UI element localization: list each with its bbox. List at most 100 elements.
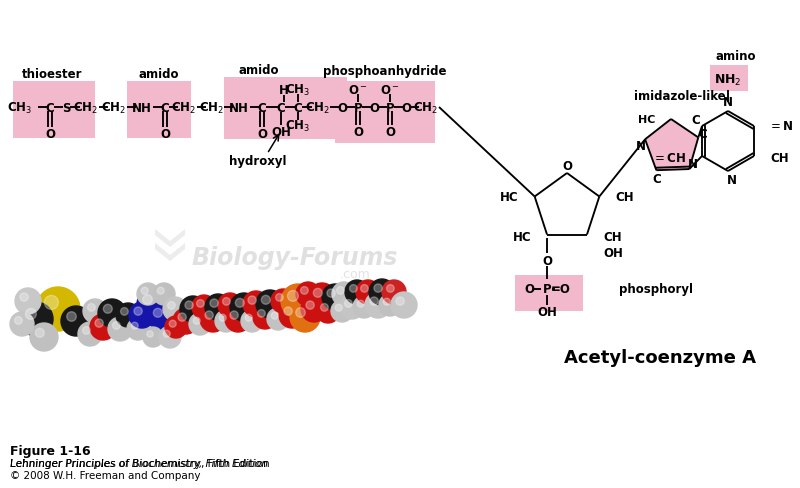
Text: Figure 1-16: Figure 1-16 (10, 445, 90, 458)
Text: CH$_2$: CH$_2$ (171, 100, 197, 115)
Text: CH$_2$: CH$_2$ (74, 100, 98, 115)
Text: © 2008 W.H. Freeman and Company: © 2008 W.H. Freeman and Company (10, 470, 201, 480)
Circle shape (271, 289, 295, 313)
Text: P: P (386, 102, 394, 114)
Circle shape (35, 328, 44, 338)
Text: Acetyl-coenzyme A: Acetyl-coenzyme A (564, 348, 756, 366)
Circle shape (10, 312, 34, 336)
Text: O: O (369, 102, 379, 114)
Circle shape (103, 305, 112, 314)
Circle shape (262, 296, 270, 305)
Circle shape (383, 299, 390, 305)
Circle shape (189, 313, 211, 335)
Circle shape (327, 289, 335, 298)
Circle shape (61, 306, 91, 336)
Bar (271, 78, 347, 140)
Circle shape (82, 327, 90, 335)
Text: CH$_2$: CH$_2$ (199, 100, 225, 115)
Bar (127, 82, 191, 139)
Text: thioester: thioester (22, 67, 82, 81)
Circle shape (215, 310, 237, 332)
Bar (224, 78, 292, 140)
Text: Lehninger Principles of Biochemistry, Fifth Edition: Lehninger Principles of Biochemistry, Fi… (10, 458, 270, 468)
Text: phosphoryl: phosphoryl (619, 283, 693, 295)
Circle shape (154, 309, 162, 318)
Circle shape (44, 296, 58, 310)
Circle shape (225, 306, 251, 332)
Text: O$^-$: O$^-$ (348, 83, 368, 96)
Text: CH$_3$: CH$_3$ (286, 118, 310, 133)
Text: O: O (401, 102, 411, 114)
Text: HC: HC (500, 191, 518, 203)
Bar (335, 82, 435, 143)
Circle shape (345, 281, 369, 305)
Text: O: O (337, 102, 347, 114)
Circle shape (15, 288, 41, 314)
Circle shape (370, 297, 378, 305)
Circle shape (258, 310, 266, 318)
Circle shape (193, 318, 200, 325)
Text: OH: OH (537, 305, 557, 318)
Circle shape (163, 297, 187, 321)
Text: CH$_2$: CH$_2$ (306, 100, 330, 115)
Circle shape (356, 281, 380, 305)
Circle shape (147, 331, 154, 338)
Circle shape (287, 291, 298, 302)
Circle shape (66, 312, 76, 322)
Circle shape (169, 321, 176, 327)
Circle shape (281, 285, 315, 318)
Bar (515, 275, 583, 311)
Circle shape (267, 308, 289, 330)
Circle shape (113, 322, 120, 329)
Circle shape (279, 303, 305, 328)
Text: O: O (542, 254, 552, 267)
Text: O: O (160, 128, 170, 141)
Text: O: O (385, 126, 395, 139)
Circle shape (137, 284, 159, 305)
Circle shape (159, 326, 181, 348)
Text: CH: CH (615, 191, 634, 203)
Text: Biology-Forums: Biology-Forums (192, 245, 398, 269)
Circle shape (308, 284, 336, 311)
Text: CH$_3$: CH$_3$ (286, 82, 310, 97)
Text: N: N (688, 157, 698, 170)
Text: amido: amido (138, 67, 179, 81)
Circle shape (296, 308, 306, 318)
Circle shape (382, 281, 406, 305)
Text: C: C (698, 128, 706, 141)
Text: HC: HC (638, 115, 655, 125)
Circle shape (332, 283, 356, 306)
Circle shape (335, 305, 342, 311)
Text: O: O (45, 128, 55, 141)
Circle shape (296, 283, 320, 306)
Circle shape (230, 293, 258, 321)
Circle shape (108, 317, 132, 341)
Text: C: C (277, 102, 286, 114)
Circle shape (78, 323, 102, 346)
Text: O$^-$: O$^-$ (380, 83, 400, 96)
Circle shape (369, 280, 395, 305)
Circle shape (165, 316, 187, 338)
Circle shape (127, 318, 149, 340)
Text: HC: HC (512, 230, 531, 244)
Circle shape (290, 303, 320, 332)
Text: P: P (542, 283, 551, 295)
Circle shape (83, 299, 107, 324)
Circle shape (142, 295, 152, 305)
Circle shape (36, 287, 80, 331)
Text: CH$_2$: CH$_2$ (414, 100, 438, 115)
Polygon shape (155, 229, 185, 247)
Text: NH$_2$: NH$_2$ (714, 72, 742, 87)
Circle shape (396, 297, 404, 305)
Circle shape (256, 290, 284, 318)
Circle shape (141, 287, 148, 295)
Circle shape (314, 289, 322, 298)
Circle shape (218, 293, 242, 317)
Text: .com: .com (340, 267, 370, 280)
Circle shape (197, 300, 204, 307)
Circle shape (219, 315, 226, 322)
Text: $=$N: $=$N (768, 120, 794, 133)
Text: $=$CH: $=$CH (652, 152, 686, 165)
Text: P: P (354, 102, 362, 114)
Circle shape (121, 308, 128, 316)
